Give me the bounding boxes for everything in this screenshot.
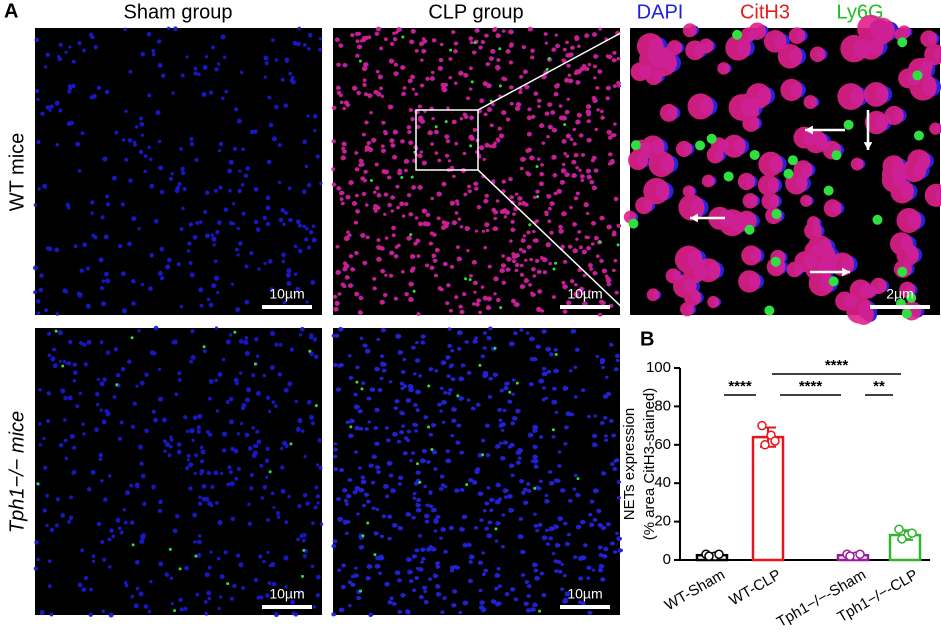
panel-label: A <box>4 0 18 22</box>
data-point <box>845 551 855 561</box>
inset-box <box>415 109 479 171</box>
data-point <box>760 440 770 450</box>
zoom-line <box>477 27 631 111</box>
cells <box>331 26 621 317</box>
stain-label: DAPI <box>637 1 684 23</box>
micrograph <box>35 28 322 315</box>
data-point <box>704 551 714 561</box>
scale-bar-label: 10µm <box>269 586 304 602</box>
data-point <box>855 549 865 559</box>
cells <box>33 325 324 618</box>
panel-label: B <box>640 328 654 350</box>
bar <box>751 435 785 562</box>
scale-bar <box>870 305 930 309</box>
row-label: WT mice <box>6 133 28 212</box>
y-tick-label: 20 <box>654 513 671 530</box>
significance-label: ** <box>873 378 885 395</box>
scale-bar <box>560 605 610 609</box>
y-tick-label: 80 <box>654 397 671 414</box>
scale-bar-label: 10µm <box>269 286 304 302</box>
significance-label: **** <box>825 357 849 374</box>
data-point <box>770 436 780 446</box>
significance-label: **** <box>728 378 752 395</box>
significance-label: **** <box>799 378 823 395</box>
y-tick-label: 40 <box>654 474 671 491</box>
column-title: Sham group <box>124 1 233 23</box>
stain-label: CitH3 <box>740 1 790 23</box>
row-label: Tph1−/− mice <box>6 411 28 533</box>
zoom-line <box>477 169 631 316</box>
y-tick-label: 60 <box>654 436 671 453</box>
x-tick-label: WT-CLP <box>726 566 784 609</box>
scale-bar <box>262 605 312 609</box>
scale-bar <box>262 305 312 309</box>
y-axis-label: (% area CitH3-stained) <box>641 388 658 541</box>
neutrophils <box>628 29 924 319</box>
scale-bar-label: 10µm <box>567 586 602 602</box>
data-point <box>897 534 907 544</box>
y-axis-label: NETs expression <box>621 408 638 521</box>
arrow-head <box>842 267 850 277</box>
cells <box>623 14 941 325</box>
x-tick-label: WT-Sham <box>662 566 728 614</box>
y-tick-label: 0 <box>663 551 671 568</box>
data-point <box>894 524 904 535</box>
cells <box>331 326 623 618</box>
scale-bar <box>560 305 610 309</box>
scale-bar-label: 2µm <box>886 286 914 302</box>
data-point <box>907 528 917 538</box>
arrow-head <box>805 125 813 135</box>
arrow-head <box>863 142 873 150</box>
data-point <box>757 420 767 431</box>
scale-bar-label: 10µm <box>567 286 602 302</box>
column-title: CLP group <box>428 1 523 23</box>
arrow-head <box>690 213 698 223</box>
data-point <box>714 549 724 559</box>
micrograph <box>35 328 322 615</box>
y-tick-label: 100 <box>646 359 671 376</box>
